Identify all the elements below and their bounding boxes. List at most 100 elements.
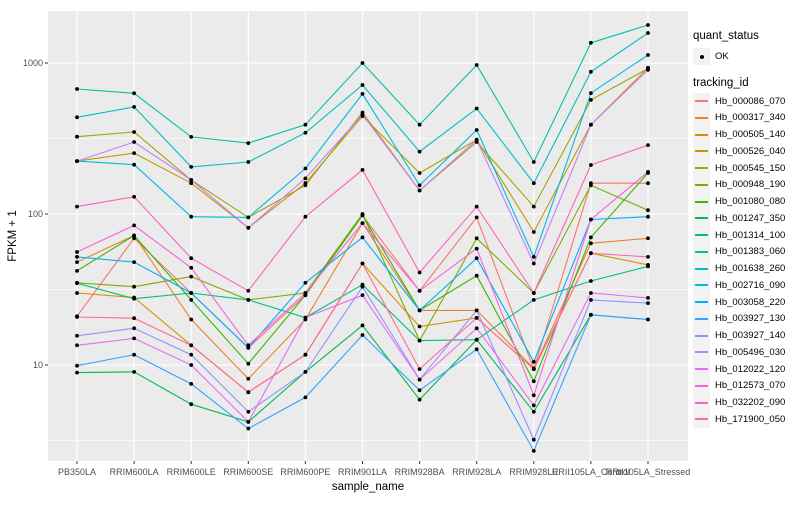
legend-item-label: Hb_012573_070 — [715, 380, 786, 392]
data-point — [531, 298, 536, 302]
y-tick-label: 100 — [28, 209, 43, 219]
data-point — [303, 183, 308, 188]
data-point — [360, 284, 365, 289]
data-point — [589, 69, 593, 74]
data-point — [189, 135, 194, 139]
x-tick-label: RRIM928LA — [452, 467, 501, 477]
data-point — [132, 162, 137, 167]
line-swatch-icon — [695, 167, 708, 169]
data-point — [589, 298, 593, 302]
data-point — [132, 336, 137, 341]
legend-title-quant-status: quant_status — [693, 30, 759, 42]
legend-item-Hb_003927_130: Hb_003927_130 — [693, 310, 785, 328]
data-point — [417, 388, 422, 393]
line-swatch-icon — [695, 234, 708, 236]
data-point — [589, 241, 593, 246]
y-tick-label: 1000 — [23, 58, 43, 68]
data-point — [417, 270, 422, 275]
legend-item-label: Hb_001638_260 — [715, 263, 786, 274]
data-point — [75, 363, 79, 368]
data-point — [474, 273, 479, 278]
data-point — [474, 63, 479, 67]
data-point — [417, 122, 422, 127]
data-point — [360, 261, 365, 266]
legend-key — [693, 126, 710, 143]
data-point — [246, 215, 251, 220]
legend-item-Hb_002716_090: Hb_002716_090 — [693, 276, 785, 294]
data-point — [246, 141, 251, 146]
legend-key — [693, 92, 710, 110]
legend-item-Hb_003058_220: Hb_003058_220 — [693, 293, 785, 311]
data-point — [360, 92, 365, 96]
data-point — [189, 298, 194, 302]
legend-item-label: Hb_032202_090 — [715, 397, 786, 408]
data-point — [589, 122, 593, 127]
line-swatch-icon — [695, 267, 708, 270]
data-point — [474, 316, 479, 320]
legend-item-label: Hb_000545_150 — [715, 162, 786, 174]
data-point — [189, 181, 194, 186]
legend-item-Hb_032202_090: Hb_032202_090 — [693, 394, 785, 411]
data-point — [417, 183, 422, 188]
legend-key — [693, 226, 710, 244]
data-point — [75, 315, 79, 319]
data-point — [189, 317, 194, 322]
data-point — [474, 308, 479, 313]
data-point — [246, 420, 251, 424]
x-tick-label: RRIM928LE — [509, 467, 558, 477]
legend-key — [693, 159, 710, 177]
legend-item-label: Hb_000526_040 — [715, 145, 786, 157]
line-swatch-icon — [695, 133, 708, 136]
x-tick-label: PB350LA — [58, 467, 96, 477]
data-point — [189, 291, 194, 295]
legend-item-label: Hb_000505_140 — [715, 129, 786, 140]
legend-item-label: Hb_171900_050 — [715, 413, 786, 425]
data-point — [132, 236, 137, 241]
data-point — [360, 83, 365, 87]
data-point — [646, 170, 650, 174]
data-point — [132, 352, 137, 357]
data-point — [189, 214, 194, 219]
data-point — [75, 291, 79, 295]
data-point — [646, 255, 650, 259]
line-swatch-icon — [695, 334, 708, 337]
legend-key — [693, 377, 710, 395]
data-point — [531, 204, 536, 209]
data-point — [417, 338, 422, 343]
legend-item-label: Hb_000948_190 — [715, 179, 786, 191]
data-point — [531, 255, 536, 259]
legend-key — [693, 293, 710, 311]
data-point — [646, 264, 650, 269]
data-point — [646, 143, 650, 148]
legend-key — [693, 142, 710, 160]
data-point — [303, 122, 308, 127]
data-point — [189, 402, 194, 407]
legend-key — [693, 360, 710, 378]
data-point — [474, 137, 479, 142]
data-point — [417, 324, 422, 329]
data-point — [360, 61, 365, 65]
data-point — [75, 255, 79, 259]
data-point — [75, 134, 79, 139]
data-point — [189, 265, 194, 270]
data-point — [531, 291, 536, 295]
data-point — [646, 181, 650, 186]
legend-item-label: Hb_003927_140 — [715, 330, 786, 341]
data-point — [646, 301, 650, 305]
legend-key — [693, 193, 710, 210]
legend-item-label: Hb_000086_070 — [715, 95, 786, 107]
data-point — [132, 296, 137, 301]
data-point — [646, 317, 650, 322]
data-point — [303, 280, 308, 285]
line-swatch-icon — [695, 250, 708, 253]
x-tick-label: RRII105LA_Stressed — [606, 467, 691, 477]
data-point — [589, 98, 593, 102]
data-point — [589, 251, 593, 256]
legend-item-Hb_001314_100: Hb_001314_100 — [693, 226, 785, 244]
line-swatch-icon — [695, 401, 708, 404]
x-tick-label: RRIM600LE — [167, 467, 216, 477]
legend-item-Hb_000948_190: Hb_000948_190 — [693, 176, 786, 194]
data-point — [360, 221, 365, 226]
data-point — [360, 213, 365, 218]
